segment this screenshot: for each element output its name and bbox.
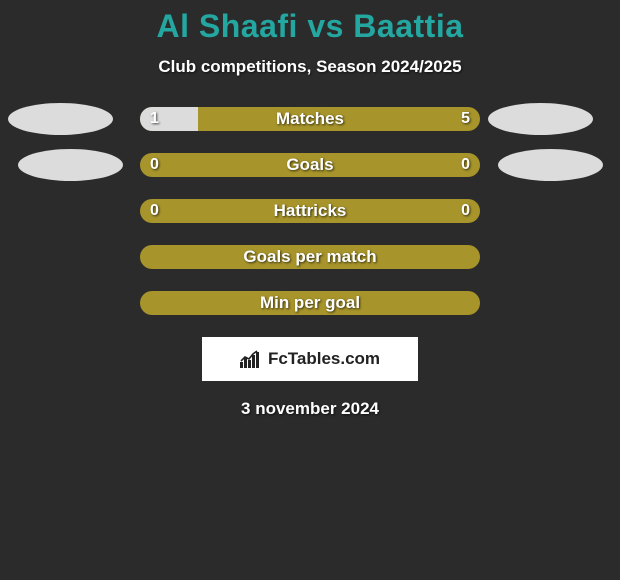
stat-bar: Goals xyxy=(140,153,480,177)
stat-row: Hattricks0 0 xyxy=(0,199,620,223)
stat-value-left: 0 xyxy=(150,153,159,177)
stat-bar: Goals per match xyxy=(140,245,480,269)
stat-value-right: 5 xyxy=(461,107,470,131)
stat-row: Min per goal xyxy=(0,291,620,315)
subtitle: Club competitions, Season 2024/2025 xyxy=(0,57,620,77)
date-text: 3 november 2024 xyxy=(0,399,620,419)
stat-value-right: 0 xyxy=(461,199,470,223)
team-oval xyxy=(8,103,113,135)
stat-bar: Min per goal xyxy=(140,291,480,315)
source-badge-text: FcTables.com xyxy=(268,349,380,369)
page-title: Al Shaafi vs Baattia xyxy=(0,8,620,45)
stat-value-left: 0 xyxy=(150,199,159,223)
stat-label: Hattricks xyxy=(140,199,480,223)
stat-label: Goals per match xyxy=(140,245,480,269)
stat-row: Goals per match xyxy=(0,245,620,269)
stat-bar: Matches xyxy=(140,107,480,131)
stat-label: Goals xyxy=(140,153,480,177)
comparison-card: Al Shaafi vs Baattia Club competitions, … xyxy=(0,0,620,419)
team-oval xyxy=(18,149,123,181)
source-badge: FcTables.com xyxy=(202,337,418,381)
team-oval xyxy=(488,103,593,135)
stat-rows: Matches15Goals00Hattricks00Goals per mat… xyxy=(0,107,620,315)
stat-label: Matches xyxy=(140,107,480,131)
team-oval xyxy=(498,149,603,181)
stat-value-right: 0 xyxy=(461,153,470,177)
stat-value-left: 1 xyxy=(150,107,159,131)
stat-bar: Hattricks xyxy=(140,199,480,223)
stat-label: Min per goal xyxy=(140,291,480,315)
chart-icon xyxy=(240,350,262,368)
